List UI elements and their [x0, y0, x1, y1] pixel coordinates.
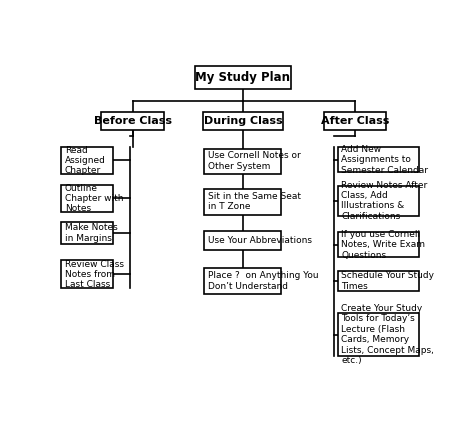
Text: If you use Cornell
Notes, Write Exam
Questions: If you use Cornell Notes, Write Exam Que… [341, 230, 425, 260]
Text: Use Your Abbreviations: Use Your Abbreviations [208, 236, 312, 245]
FancyBboxPatch shape [337, 148, 419, 172]
Text: My Study Plan: My Study Plan [195, 71, 291, 85]
Text: Add New
Assignments to
Semester Calendar: Add New Assignments to Semester Calendar [341, 145, 428, 175]
FancyBboxPatch shape [204, 149, 282, 174]
Text: Review Notes After
Class, Add
Illustrations &
Clarifications: Review Notes After Class, Add Illustrati… [341, 181, 428, 221]
FancyBboxPatch shape [101, 112, 164, 130]
Text: Create Your Study
Tools for Today’s
Lecture (Flash
Cards, Memory
Lists, Concept : Create Your Study Tools for Today’s Lect… [341, 304, 434, 365]
Text: Outline
Chapter with
Notes: Outline Chapter with Notes [65, 184, 123, 213]
Text: Before Class: Before Class [94, 116, 172, 126]
Text: Sit in the Same Seat
in T Zone: Sit in the Same Seat in T Zone [208, 192, 301, 211]
FancyBboxPatch shape [195, 66, 291, 90]
Text: Schedule Your Study
Times: Schedule Your Study Times [341, 272, 434, 291]
FancyBboxPatch shape [204, 268, 282, 294]
FancyBboxPatch shape [204, 230, 282, 251]
FancyBboxPatch shape [337, 271, 419, 291]
Text: Place ?  on Anything You
Don’t Understand: Place ? on Anything You Don’t Understand [208, 272, 319, 291]
Text: Use Cornell Notes or
Other System: Use Cornell Notes or Other System [208, 151, 301, 171]
FancyBboxPatch shape [61, 222, 112, 244]
FancyBboxPatch shape [202, 112, 283, 130]
Text: Make Notes
in Margins: Make Notes in Margins [65, 224, 118, 243]
FancyBboxPatch shape [61, 185, 112, 211]
Text: During Class: During Class [204, 116, 282, 126]
FancyBboxPatch shape [324, 112, 386, 130]
FancyBboxPatch shape [61, 260, 112, 288]
FancyBboxPatch shape [337, 186, 419, 216]
Text: Read
Assigned
Chapter: Read Assigned Chapter [65, 145, 106, 175]
FancyBboxPatch shape [337, 313, 419, 356]
FancyBboxPatch shape [337, 233, 419, 257]
FancyBboxPatch shape [61, 147, 112, 174]
Text: Review Class
Notes from
Last Class: Review Class Notes from Last Class [65, 260, 124, 289]
Text: After Class: After Class [321, 116, 389, 126]
FancyBboxPatch shape [204, 189, 282, 215]
